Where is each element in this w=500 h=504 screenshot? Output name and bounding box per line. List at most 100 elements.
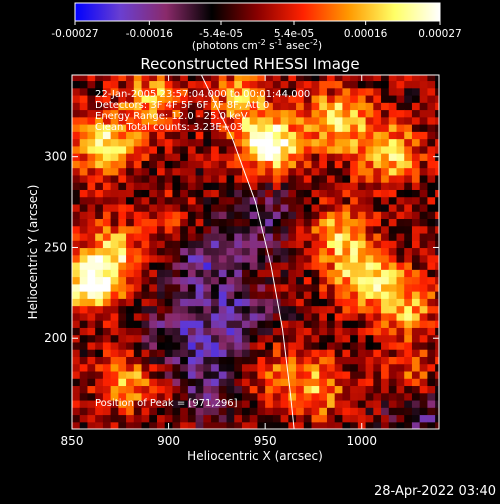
heatmap-cell [72, 407, 81, 416]
heatmap-cell [133, 174, 143, 183]
heatmap-cell [411, 75, 421, 82]
heatmap-cell [280, 218, 289, 227]
heatmap-cell [180, 349, 189, 357]
heatmap-cell [373, 240, 382, 249]
heatmap-cell [195, 167, 204, 176]
heatmap-cell [272, 283, 282, 292]
heatmap-cell [133, 131, 143, 140]
heatmap-cell [241, 334, 251, 343]
heatmap-cell [257, 160, 266, 169]
heatmap-cell [72, 218, 81, 227]
heatmap-cell [102, 378, 112, 387]
heatmap-cell [288, 327, 297, 336]
heatmap-cell [272, 327, 282, 336]
heatmap-cell [373, 102, 382, 111]
heatmap-cell [342, 189, 351, 198]
heatmap-cell [87, 80, 96, 89]
heatmap-cell [203, 94, 212, 103]
heatmap-cell [95, 196, 104, 205]
heatmap-cell [326, 94, 336, 103]
heatmap-cell [79, 356, 89, 365]
heatmap-cell [411, 196, 421, 205]
heatmap-cell [381, 160, 390, 169]
heatmap-cell [365, 94, 374, 103]
heatmap-cell [365, 131, 374, 140]
heatmap-cell [234, 75, 243, 82]
heatmap-cell [350, 80, 359, 89]
heatmap-cell [419, 276, 429, 285]
heatmap-cell [211, 261, 220, 270]
heatmap-cell [373, 363, 382, 372]
heatmap-cell [419, 189, 429, 198]
heatmap-cell [388, 94, 398, 103]
heatmap-cell [110, 218, 119, 227]
heatmap-cell [211, 182, 220, 190]
heatmap-cell [79, 385, 89, 394]
heatmap-cell [427, 124, 436, 132]
heatmap-cell [211, 196, 220, 205]
heatmap-cell [404, 392, 413, 401]
heatmap-cell [411, 87, 421, 96]
heatmap-cell [141, 218, 150, 227]
heatmap-cell [102, 109, 112, 118]
heatmap-cell [373, 399, 382, 408]
heatmap-cell [180, 356, 189, 365]
heatmap-cell [381, 370, 390, 379]
heatmap-cell [365, 102, 374, 111]
heatmap-cell [141, 334, 150, 343]
heatmap-cell [234, 356, 243, 365]
heatmap-cell [272, 87, 282, 96]
heatmap-cell [172, 320, 181, 328]
heatmap-cell [288, 153, 297, 161]
heatmap-cell [342, 94, 351, 103]
heatmap-cell [411, 349, 421, 357]
heatmap-cell [234, 211, 243, 220]
heatmap-cell [303, 269, 313, 278]
heatmap-cell [427, 356, 436, 365]
heatmap-cell [118, 232, 127, 241]
heatmap-cell [203, 320, 212, 328]
heatmap-cell [427, 153, 436, 161]
heatmap-cell [388, 385, 398, 394]
heatmap-cell [303, 87, 313, 96]
heatmap-cell [141, 80, 150, 89]
heatmap-cell [296, 232, 305, 241]
heatmap-cell [234, 167, 243, 176]
heatmap-cell [350, 189, 359, 198]
heatmap-cell [110, 225, 119, 234]
heatmap-cell [334, 363, 344, 372]
heatmap-cell [187, 218, 197, 227]
heatmap-cell [102, 87, 112, 96]
heatmap-cell [118, 349, 127, 357]
heatmap-cell [373, 283, 382, 292]
heatmap-cell [180, 189, 189, 198]
heatmap-cell [435, 399, 439, 408]
heatmap-cell [102, 399, 112, 408]
heatmap-cell [272, 153, 282, 161]
heatmap-cell [257, 370, 266, 379]
heatmap-cell [311, 349, 320, 357]
heatmap-cell [172, 305, 181, 314]
heatmap-cell [357, 153, 367, 161]
heatmap-cell [218, 196, 228, 205]
heatmap-cell [357, 131, 367, 140]
heatmap-cell [126, 283, 135, 292]
heatmap-cell [126, 80, 135, 89]
heatmap-cell [87, 283, 96, 292]
heatmap-cell [388, 116, 398, 125]
heatmap-cell [149, 283, 158, 292]
heatmap-cell [411, 312, 421, 321]
heatmap-cell [326, 182, 336, 190]
heatmap-cell [311, 102, 320, 111]
heatmap-cell [226, 240, 235, 249]
heatmap-cell [404, 203, 413, 212]
heatmap-cell [126, 240, 135, 249]
heatmap-cell [226, 334, 235, 343]
heatmap-cell [280, 254, 289, 263]
heatmap-cell [411, 370, 421, 379]
heatmap-cell [203, 182, 212, 190]
heatmap-cell [326, 334, 336, 343]
heatmap-cell [396, 203, 405, 212]
heatmap-cell [396, 399, 405, 408]
heatmap-cell [427, 131, 436, 140]
